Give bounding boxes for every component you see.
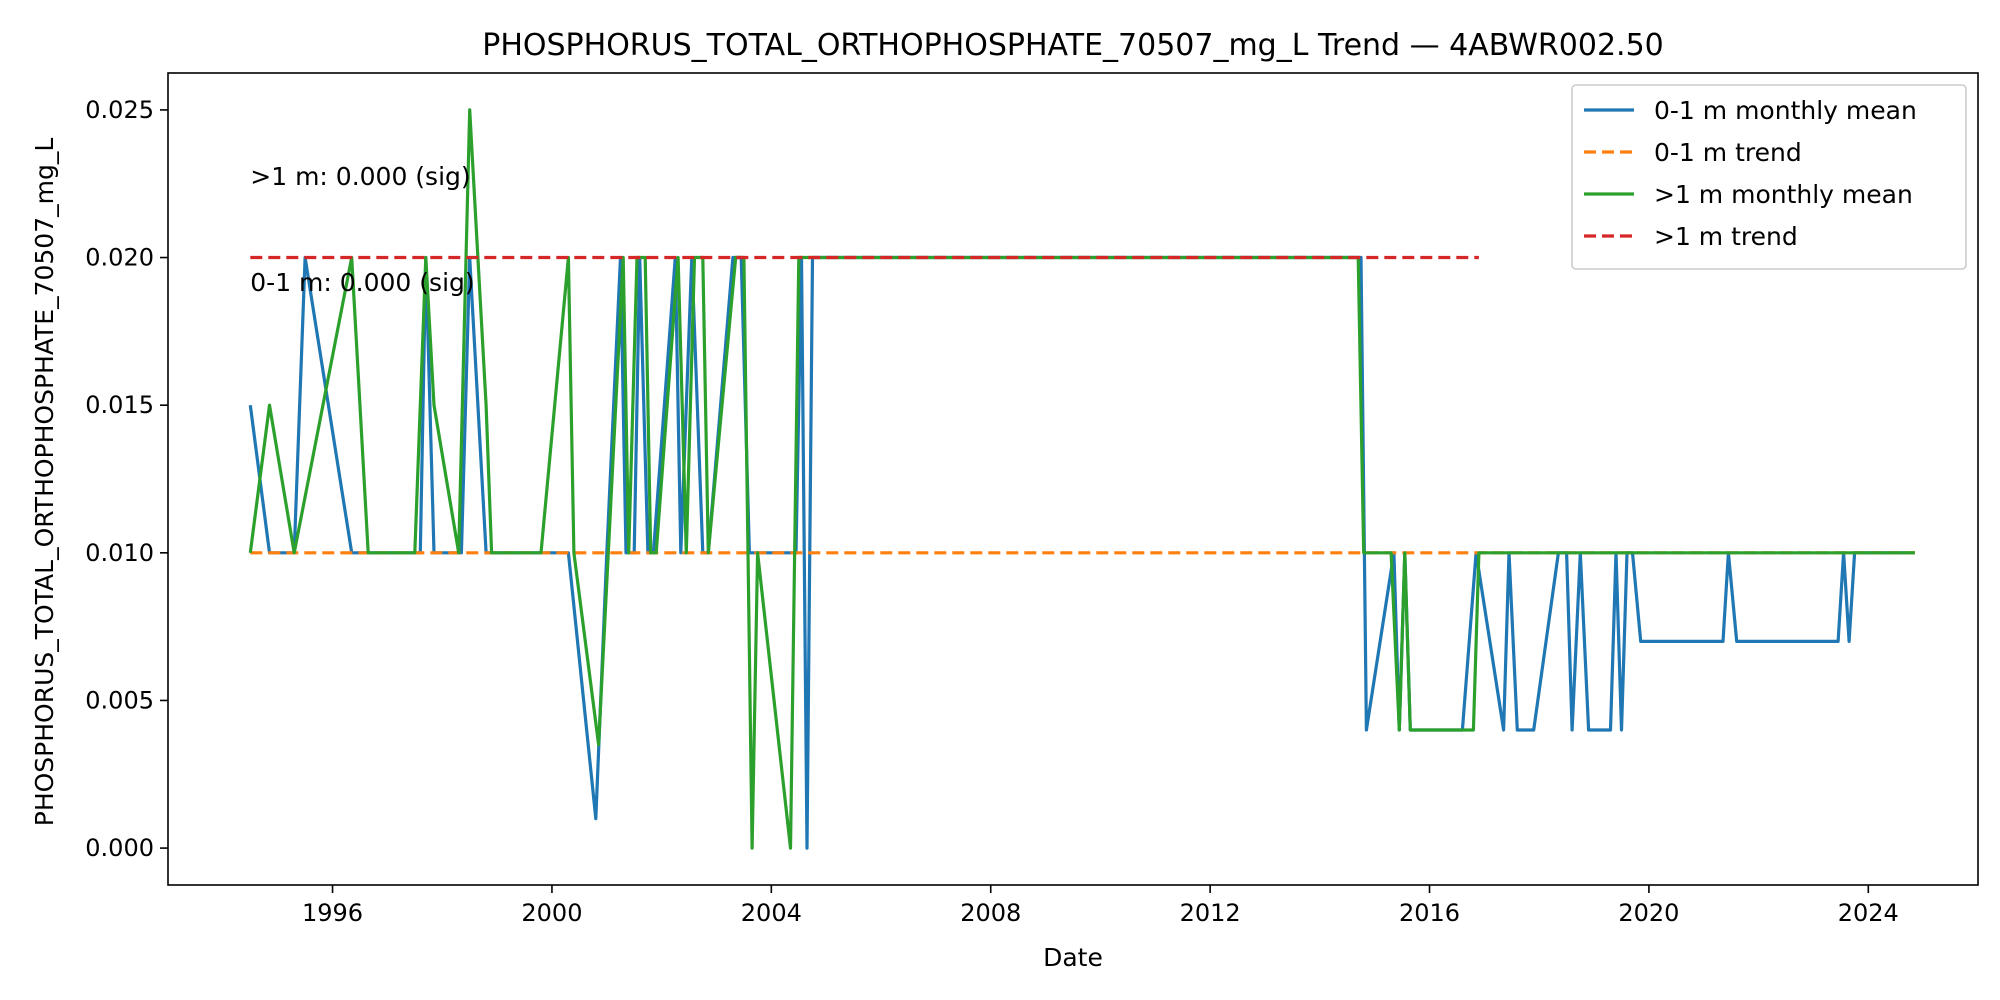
legend-box: [1571, 84, 1967, 270]
chart-title: PHOSPHORUS_TOTAL_ORTHOPHOSPHATE_70507_mg…: [482, 28, 1664, 63]
x-tick-label: 2004: [741, 899, 802, 927]
legend-label: 0-1 m trend: [1654, 138, 1802, 167]
legend: 0-1 m monthly mean 0-1 m trend >1 m monthl…: [1571, 84, 1967, 270]
y-tick-label: 0.025: [85, 96, 154, 124]
trend-annotation: >1 m: 0.000 (sig): [250, 162, 470, 191]
y-tick-label: 0.015: [85, 391, 154, 419]
x-tick-label: 2000: [521, 899, 582, 927]
plot-area: 1996 2000 2004 2008 2012 2016 2020 2024 0.000 0.0…: [85, 72, 1979, 927]
y-tick-label: 0.020: [85, 244, 154, 272]
y-tick-label: 0.005: [85, 686, 154, 714]
x-tick-label: 1996: [302, 899, 363, 927]
legend-label: >1 m trend: [1654, 222, 1798, 251]
x-tick-label: 2024: [1838, 899, 1899, 927]
y-axis-label: PHOSPHORUS_TOTAL_ORTHOPHOSPHATE_70507_mg…: [30, 138, 59, 827]
x-tick-label: 2008: [960, 899, 1021, 927]
trend-annotation: 0-1 m: 0.000 (sig): [250, 268, 474, 297]
axes-frame: [167, 72, 1979, 886]
legend-label: 0-1 m monthly mean: [1654, 96, 1917, 125]
x-tick-label: 2016: [1399, 899, 1460, 927]
x-tick-label: 2012: [1180, 899, 1241, 927]
series-line-3: [248, 108, 1915, 850]
legend-label: >1 m monthly mean: [1654, 180, 1913, 209]
y-tick-label: 0.000: [85, 834, 154, 862]
x-tick-label: 2020: [1618, 899, 1679, 927]
y-tick-label: 0.010: [85, 539, 154, 567]
x-axis-label: Date: [1043, 943, 1103, 972]
